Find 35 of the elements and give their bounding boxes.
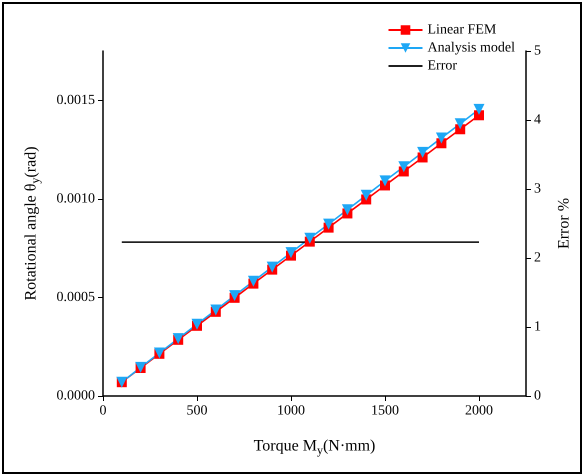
y2-tick-label: 0 [534,388,541,404]
point [323,218,334,230]
point [360,190,372,201]
x-tick-label: 1000 [277,404,305,418]
point [248,276,259,287]
y2-tick-label: 5 [534,44,541,58]
y-tick-label: 0.0005 [56,290,95,305]
y2-tick-label: 1 [534,320,541,334]
x-tick-label: 500 [186,404,208,418]
point [342,204,353,216]
point [474,104,484,115]
y-axis-title: Rotational angle θy(rad) [22,146,42,301]
point [454,118,466,130]
point [229,290,240,302]
legend-label: Analysis model [428,40,516,56]
x-tick-label: 1500 [371,404,399,418]
point [286,247,296,258]
point [417,146,428,158]
legend-label: Error [428,58,458,74]
y2-tick-label: 4 [534,112,541,128]
x-tick-label: 0 [100,404,106,418]
point [380,175,390,186]
y-tick-label: 0.0000 [56,388,95,404]
y-tick-label: 0.0010 [56,191,95,206]
x-tick-label: 2000 [465,404,493,418]
point [266,262,278,273]
y2-tick-label: 2 [534,250,541,266]
point [474,110,484,120]
legend-label: Linear FEM [428,22,497,38]
y2-axis-title: Error % [556,198,572,250]
point [304,232,316,244]
point [398,161,410,172]
y2-tick-label: 3 [534,182,541,196]
y-tick-label: 0.0015 [56,92,95,108]
point [436,132,447,144]
